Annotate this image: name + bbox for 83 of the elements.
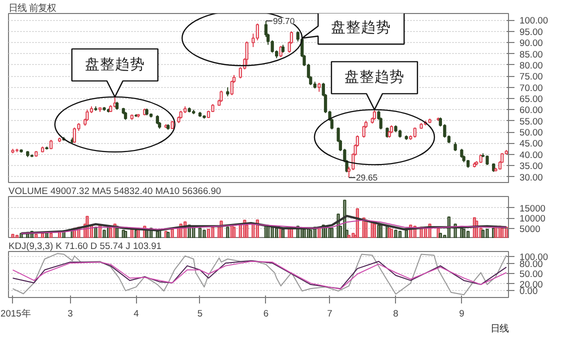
bar bbox=[232, 226, 236, 238]
bar bbox=[275, 228, 278, 238]
y-tick-label: 15000 bbox=[520, 203, 546, 214]
bar bbox=[20, 232, 23, 238]
y-tick-label: 45.00 bbox=[520, 138, 543, 149]
bar bbox=[211, 226, 214, 238]
bar bbox=[398, 230, 402, 238]
bar bbox=[49, 232, 53, 238]
y-tick-label: 70.00 bbox=[520, 82, 543, 93]
y-tick-label: 50.00 bbox=[520, 128, 543, 138]
bar bbox=[345, 230, 348, 238]
annotation: 盘整趋势 bbox=[84, 56, 145, 73]
bar bbox=[226, 226, 230, 238]
bar bbox=[202, 230, 206, 238]
y-tick-label: 75.00 bbox=[520, 72, 543, 82]
annotation: 盘整趋势 bbox=[331, 19, 392, 36]
y-tick-label: 5000 bbox=[520, 224, 540, 234]
y-tick-label: 85.00 bbox=[520, 49, 543, 60]
bar bbox=[245, 224, 248, 238]
bar bbox=[486, 228, 489, 238]
x-tick-label: 3 bbox=[68, 308, 73, 318]
bar bbox=[11, 234, 14, 238]
bar bbox=[270, 226, 274, 238]
bar bbox=[198, 228, 202, 238]
bar bbox=[309, 230, 312, 238]
chart-title: 日线 前复权 bbox=[8, 3, 56, 13]
bar bbox=[338, 226, 342, 238]
bar bbox=[500, 228, 504, 238]
y-tick-label: 80.00 bbox=[520, 258, 543, 269]
bar bbox=[15, 234, 19, 238]
candlestick bbox=[413, 127, 416, 138]
bar bbox=[443, 234, 446, 238]
candlestick bbox=[245, 40, 248, 66]
x-tick-label: 7 bbox=[327, 308, 332, 318]
x-tick-label: 5 bbox=[197, 308, 203, 318]
y-tick-label: 100.00 bbox=[520, 16, 548, 26]
text: 29.65 bbox=[356, 172, 378, 183]
x-tick-label: 6 bbox=[263, 308, 269, 318]
bar bbox=[124, 230, 128, 238]
y-tick-label: 30.00 bbox=[520, 172, 543, 182]
bar bbox=[206, 228, 210, 238]
y-tick-label: 65.00 bbox=[520, 94, 543, 104]
bar bbox=[34, 234, 38, 238]
line-series bbox=[12, 253, 507, 296]
chart-title: KDJ(9,3,3) K 71.60 D 55.74 J 103.91 bbox=[8, 241, 162, 251]
bar bbox=[109, 228, 112, 238]
y-tick-label: 95.00 bbox=[520, 26, 543, 37]
line-series bbox=[20, 220, 507, 234]
annotation: 盘整趋势 bbox=[344, 68, 404, 86]
bar bbox=[102, 230, 106, 238]
bar bbox=[438, 232, 442, 238]
bar bbox=[436, 228, 440, 238]
y-tick-label: 35.00 bbox=[520, 161, 543, 172]
y-tick-label: 40.00 bbox=[520, 150, 543, 160]
bar bbox=[390, 228, 394, 238]
x-tick-label: 2015年 bbox=[0, 308, 30, 318]
bar bbox=[347, 234, 350, 238]
bar bbox=[166, 232, 170, 238]
y-tick-label: 10000 bbox=[520, 214, 546, 224]
y-tick-label: 80.00 bbox=[520, 60, 543, 70]
bar bbox=[481, 230, 485, 238]
text: 99.70 bbox=[272, 16, 295, 26]
text: 日线 bbox=[490, 324, 508, 334]
y-tick-label: 90.00 bbox=[520, 38, 543, 48]
bar bbox=[170, 228, 174, 238]
x-tick-label: 8 bbox=[393, 308, 398, 318]
y-tick-label: 50.00 bbox=[520, 269, 543, 280]
bar bbox=[372, 224, 376, 238]
bar bbox=[281, 228, 285, 238]
line-series bbox=[20, 214, 508, 234]
x-tick-label: 4 bbox=[134, 308, 139, 318]
candlestick bbox=[486, 155, 489, 166]
bar bbox=[404, 230, 408, 238]
chart-title: VOLUME 49007.32 MA5 54832.40 MA10 56366.90 bbox=[8, 186, 222, 196]
x-tick-label: 9 bbox=[459, 308, 464, 318]
bar bbox=[466, 230, 470, 238]
candlestick bbox=[256, 23, 259, 41]
bar bbox=[394, 230, 398, 238]
bar bbox=[94, 226, 98, 238]
y-tick-label: 60.00 bbox=[520, 105, 543, 116]
y-tick-label: 55.00 bbox=[520, 116, 543, 126]
candlestick bbox=[220, 90, 223, 102]
bar bbox=[424, 228, 428, 238]
